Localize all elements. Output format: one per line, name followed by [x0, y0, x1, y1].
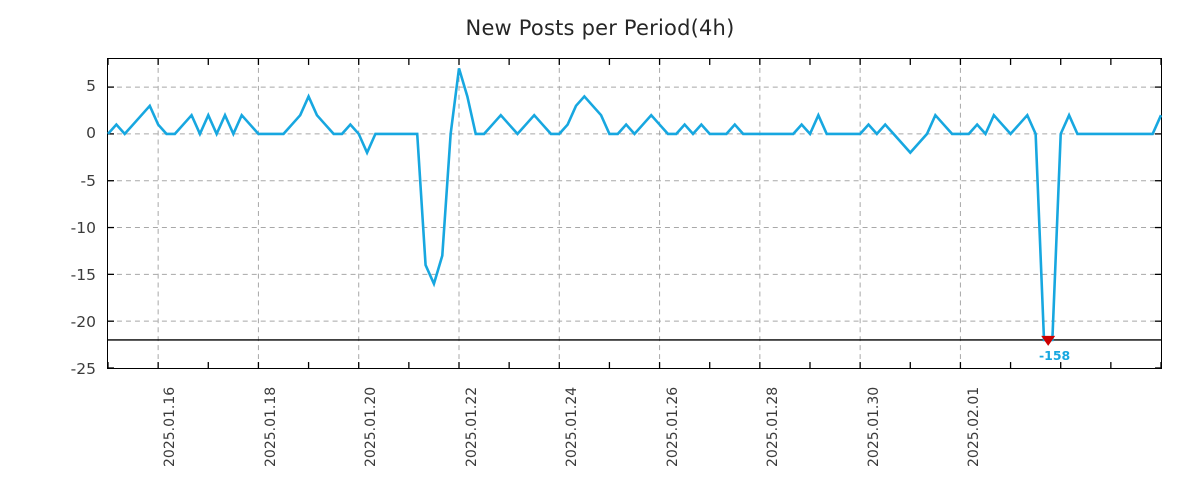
plot-area [107, 58, 1163, 369]
x-tick-label: 2025.01.26 [664, 386, 681, 467]
chart-title: New Posts per Period(4h) [465, 16, 735, 40]
y-tick-label: -5 [80, 171, 96, 190]
x-tick-label: 2025.01.24 [564, 386, 581, 467]
y-tick-label: -25 [70, 360, 96, 378]
x-tick-label: 2025.01.30 [865, 386, 882, 467]
x-tick-label: 2025.01.22 [463, 386, 480, 467]
outlier-value-label: -158 [1038, 347, 1071, 363]
outlier-marker [1041, 335, 1056, 346]
x-tick-label: 2025.01.18 [262, 386, 279, 467]
y-tick-label: -10 [70, 218, 96, 237]
y-tick-label: -15 [70, 265, 96, 284]
x-tick-label: 2025.01.20 [363, 386, 380, 467]
y-tick-label: 5 [86, 77, 96, 96]
x-tick-label: 2025.01.16 [162, 386, 179, 467]
y-tick-label: -20 [70, 312, 96, 331]
x-tick-label: 2025.01.28 [765, 386, 782, 467]
x-tick-label: 2025.02.01 [966, 386, 983, 467]
plot-svg [107, 59, 1163, 369]
data-series-line [107, 67, 1163, 342]
axis-tick-marks [107, 59, 1162, 369]
grid-lines [108, 59, 1161, 368]
y-tick-label: 0 [86, 124, 96, 143]
